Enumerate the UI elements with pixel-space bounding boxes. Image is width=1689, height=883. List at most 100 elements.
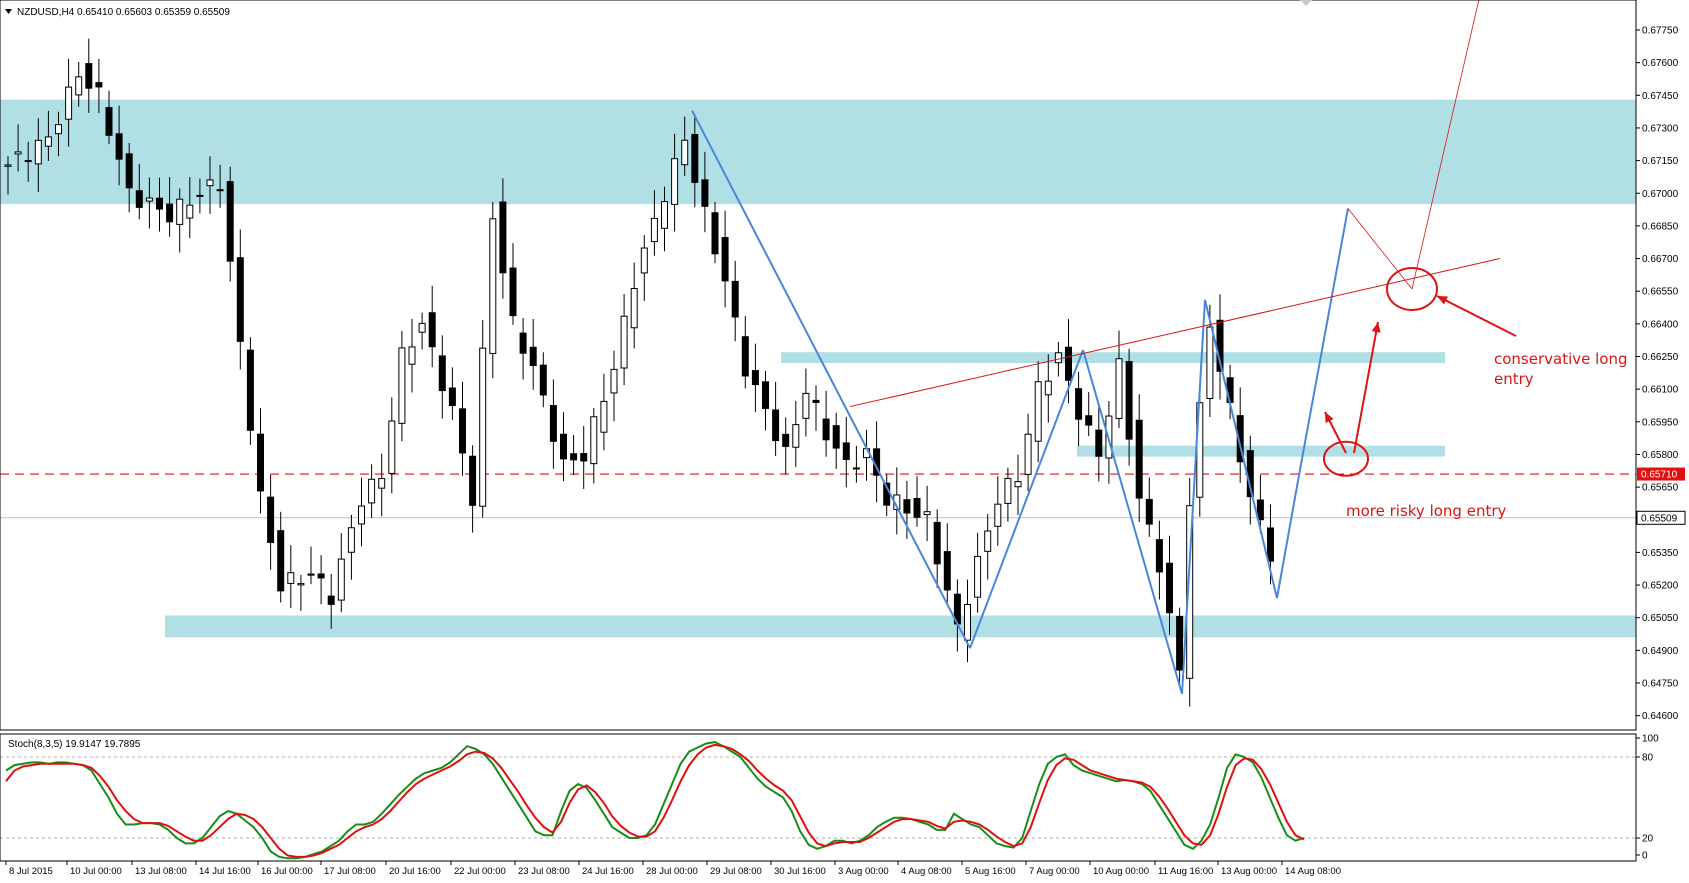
candle-body-111 <box>1125 361 1133 440</box>
candlesticks <box>4 38 1274 707</box>
candle-body-110 <box>1115 358 1123 420</box>
candle-body-25 <box>257 433 264 492</box>
candle-body-1 <box>14 151 22 155</box>
candle-body-33 <box>337 558 345 601</box>
candle-body-122 <box>1236 415 1244 463</box>
time-tick-label-11: 29 Jul 08:00 <box>710 866 762 877</box>
time-tick-label-5: 17 Jul 08:00 <box>324 866 376 877</box>
zone-2 <box>1077 445 1445 457</box>
time-tick-label-19: 13 Aug 00:00 <box>1221 866 1277 877</box>
time-tick-label-9: 24 Jul 16:00 <box>582 866 634 877</box>
candle-body-0 <box>4 164 12 167</box>
candle-body-64 <box>650 217 658 243</box>
time-tick-label-14: 4 Aug 08:00 <box>901 866 952 877</box>
candle-body-95 <box>964 604 971 641</box>
candle-body-91 <box>923 511 931 516</box>
candle-body-53 <box>539 364 547 396</box>
candle-body-115 <box>1166 562 1173 614</box>
candle-body-73 <box>741 336 749 377</box>
candle-body-112 <box>1135 419 1143 499</box>
candle-body-17 <box>176 198 184 225</box>
candle-body-58 <box>590 416 598 465</box>
candle-body-72 <box>731 280 739 318</box>
pattern-leg-4 <box>1204 299 1278 599</box>
time-tick-label-3: 14 Jul 16:00 <box>199 866 251 877</box>
time-tick-label-12: 30 Jul 16:00 <box>774 866 826 877</box>
candle-body-10 <box>105 107 113 136</box>
candle-body-102 <box>1034 381 1042 442</box>
price-tick-label-8: 0.66550 <box>1642 287 1679 298</box>
candle-body-40 <box>408 346 416 365</box>
candle-body-47 <box>479 347 487 507</box>
candle-body-81 <box>822 418 830 441</box>
svg-text:0.65710: 0.65710 <box>1641 470 1678 481</box>
candle-body-49 <box>499 201 507 274</box>
price-tick-label-4: 0.67150 <box>1642 156 1679 167</box>
candle-body-42 <box>428 312 436 348</box>
dropdown-triangle-icon[interactable] <box>5 9 12 14</box>
time-tick-label-8: 23 Jul 08:00 <box>518 866 570 877</box>
candle-body-32 <box>327 595 335 605</box>
candle-body-90 <box>913 497 921 518</box>
stochastic-pane[interactable] <box>0 733 1637 862</box>
time-tick-label-6: 20 Jul 16:00 <box>389 866 441 877</box>
candle-body-104 <box>1054 352 1062 364</box>
candle-body-37 <box>378 478 386 489</box>
time-tick-label-2: 13 Jul 08:00 <box>135 866 187 877</box>
candle-body-99 <box>1004 477 1012 504</box>
dashed-level-tag: 0.65710 <box>1637 467 1685 481</box>
stochastic-label: Stoch(8,3,5) 19.9147 19.7895 <box>8 739 141 750</box>
candle-body-29 <box>297 583 305 586</box>
price-tick-label-0: 0.67750 <box>1642 26 1679 37</box>
price-axis: 0.67750 0.67600 0.67450 0.67300 0.67150 0.670… <box>1636 26 1679 722</box>
candle-body-57 <box>580 453 588 462</box>
candle-body-12 <box>125 153 133 189</box>
candle-body-19 <box>196 194 204 197</box>
candle-body-75 <box>762 381 769 409</box>
candle-body-62 <box>630 288 638 329</box>
candle-body-117 <box>1186 505 1194 679</box>
candle-body-36 <box>368 478 376 504</box>
conservative-entry-label-line2: entry <box>1494 370 1534 388</box>
zone-1 <box>781 352 1445 364</box>
price-tick-label-16: 0.65350 <box>1642 548 1679 559</box>
time-tick-label-15: 5 Aug 16:00 <box>965 866 1016 877</box>
candle-body-97 <box>984 530 992 552</box>
price-tick-label-13: 0.65800 <box>1642 450 1679 461</box>
candle-body-27 <box>277 530 285 592</box>
candle-body-46 <box>469 455 477 506</box>
candle-body-116 <box>1176 615 1184 671</box>
candle-body-114 <box>1155 539 1163 573</box>
risky-entry-label: more risky long entry <box>1346 502 1506 520</box>
candle-body-105 <box>1065 346 1072 381</box>
candle-body-100 <box>1014 481 1022 488</box>
candle-body-52 <box>529 346 537 366</box>
time-tick-label-1: 10 Jul 00:00 <box>70 866 122 877</box>
time-tick-label-20: 14 Aug 08:00 <box>1285 866 1341 877</box>
candle-body-63 <box>640 247 648 274</box>
time-tick-label-16: 7 Aug 00:00 <box>1029 866 1080 877</box>
main-price-pane[interactable] <box>0 0 1637 731</box>
candle-body-101 <box>1024 433 1032 475</box>
candle-body-26 <box>267 496 275 543</box>
candle-body-16 <box>166 203 174 223</box>
time-tick-label-18: 11 Aug 16:00 <box>1158 866 1213 877</box>
candle-body-77 <box>782 433 790 447</box>
candle-body-76 <box>772 409 780 442</box>
ascending-trendline <box>849 258 1501 408</box>
pattern-leg-3 <box>1181 299 1206 694</box>
chart-shift-marker-icon[interactable] <box>1300 0 1312 6</box>
candle-body-43 <box>438 355 446 392</box>
candle-body-14 <box>145 197 153 202</box>
candle-body-2 <box>24 160 32 163</box>
candle-body-69 <box>701 179 709 207</box>
candle-body-84 <box>852 467 860 470</box>
candle-body-31 <box>317 573 325 579</box>
candle-body-45 <box>459 408 466 454</box>
stochastic-axis: 100 80 20 0 <box>1636 734 1659 862</box>
arrow-to-conservative-shaft <box>1436 295 1517 337</box>
projection-line-up <box>1411 0 1480 290</box>
candle-body-60 <box>610 368 618 394</box>
arrow-to-conservative-head <box>1437 296 1448 305</box>
candle-body-92 <box>933 521 941 565</box>
